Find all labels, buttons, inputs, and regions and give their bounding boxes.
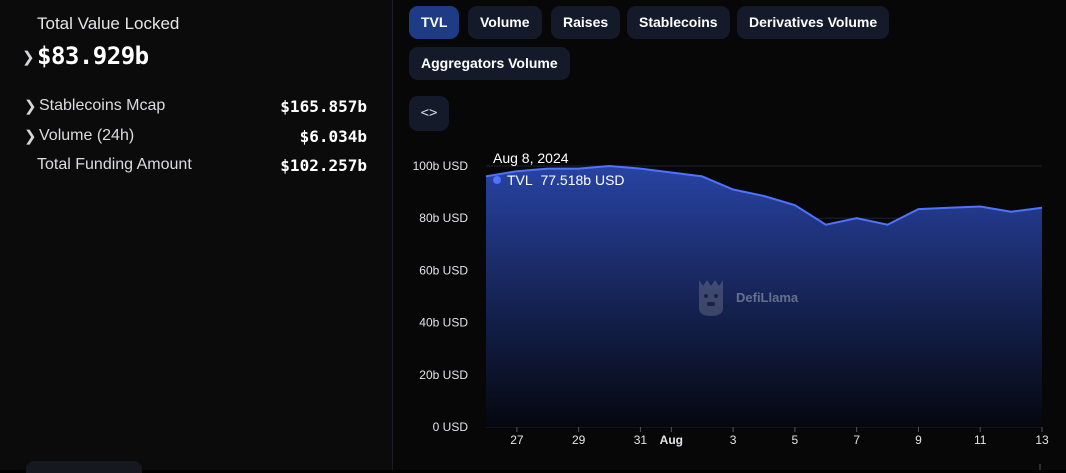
tooltip-series-name: TVL xyxy=(507,172,533,188)
y-tick-label: 60b USD xyxy=(419,263,468,277)
volume-24h-value: $6.034b xyxy=(300,127,367,146)
stablecoins-chevron-right-icon[interactable]: ❯ xyxy=(24,97,37,115)
total-funding-value: $102.257b xyxy=(280,156,367,175)
x-tick-label: 7 xyxy=(853,433,860,447)
bottom-button-stub[interactable] xyxy=(26,461,142,473)
x-tick-label: 11 xyxy=(974,433,987,447)
stablecoins-mcap-value: $165.857b xyxy=(280,97,367,116)
tooltip-value: 77.518b USD xyxy=(540,172,624,188)
y-tick-label: 100b USD xyxy=(413,159,469,173)
tooltip-row: TVL 77.518b USD xyxy=(493,172,625,188)
tab-volume[interactable]: Volume xyxy=(468,6,542,39)
x-tick-label: 27 xyxy=(510,433,524,447)
x-tick-label: 5 xyxy=(792,433,799,447)
volume-24h-label[interactable]: Volume (24h) xyxy=(39,127,134,145)
stablecoins-mcap-label[interactable]: Stablecoins Mcap xyxy=(39,97,165,115)
y-tick-label: 20b USD xyxy=(419,368,468,382)
tab-derivatives-volume[interactable]: Derivatives Volume xyxy=(737,6,889,39)
x-tick-label: 9 xyxy=(915,433,922,447)
watermark-text: DefiLlama xyxy=(736,290,798,305)
tvl-area-chart[interactable]: 100b USD 80b USD 60b USD 40b USD 20b USD 0 US… xyxy=(400,140,1066,470)
tab-aggregators-volume[interactable]: Aggregators Volume xyxy=(409,47,570,80)
y-tick-label: 40b USD xyxy=(419,316,468,330)
tvl-chevron-right-icon[interactable]: ❯ xyxy=(22,48,35,66)
x-tick-label: 29 xyxy=(572,433,586,447)
x-tick-label: Aug xyxy=(660,433,683,447)
x-tick-label: 31 xyxy=(634,433,648,447)
tvl-value: $83.929b xyxy=(37,42,149,70)
tab-raises[interactable]: Raises xyxy=(551,6,620,39)
tab-stablecoins[interactable]: Stablecoins xyxy=(627,6,730,39)
tab-tvl[interactable]: TVL xyxy=(409,6,459,39)
summary-panel: Total Value Locked ❯ $83.929b ❯ Stableco… xyxy=(0,0,393,470)
volume-chevron-right-icon[interactable]: ❯ xyxy=(24,127,37,145)
y-tick-label: 0 USD xyxy=(433,420,469,434)
tooltip-series-dot xyxy=(493,176,501,184)
code-embed-icon: <> xyxy=(421,105,438,121)
x-tick-label: 3 xyxy=(730,433,737,447)
y-tick-label: 80b USD xyxy=(419,211,468,225)
total-funding-label: Total Funding Amount xyxy=(37,156,192,174)
llama-logo-icon xyxy=(693,278,729,318)
x-tick-label: 13 xyxy=(1035,433,1049,447)
tooltip-date: Aug 8, 2024 xyxy=(493,150,569,166)
tvl-title: Total Value Locked xyxy=(37,14,179,34)
embed-code-button[interactable]: <> xyxy=(409,96,449,131)
